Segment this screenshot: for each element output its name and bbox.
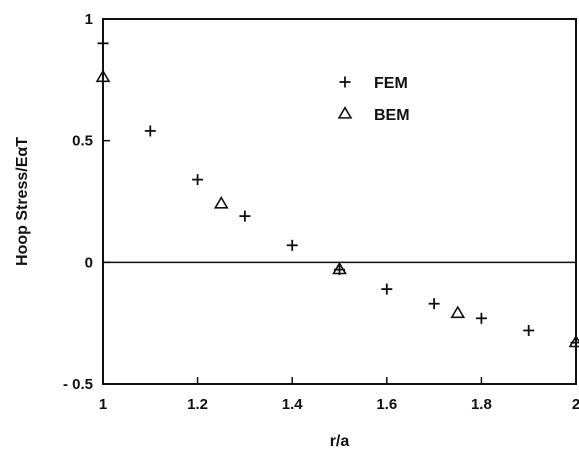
legend: FEM BEM [337,75,410,124]
legend-item-bem: BEM [337,106,410,124]
fem-point [286,239,298,251]
fem-point [144,125,156,137]
legend-fem-marker [339,76,351,88]
x-tick-label: 2 [572,396,579,413]
x-tick-label: 1 [99,396,107,413]
legend-bem-marker [337,106,353,119]
x-tick-label: 1.8 [471,396,492,413]
data-points [95,37,579,349]
x-tick-label: 1.2 [187,396,208,413]
legend-fem-label: FEM [374,75,408,92]
fem-point [475,312,487,324]
bem-point [568,334,579,348]
fem-point [97,37,109,49]
legend-fem-marker-glyph [339,76,351,88]
plot-frame [102,18,577,385]
y-tick-label: 0 [85,254,93,271]
bem-point [95,69,111,83]
x-axis-title: r/a [330,433,350,450]
y-tick-label: 1 [85,11,93,28]
fem-point [428,298,440,310]
fem-point [192,174,204,186]
y-axis-ticks: - 0.5 0 0.5 1 [63,11,110,393]
fem-point [381,283,393,295]
fem-point [239,210,251,222]
y-tick-label: 0.5 [72,133,93,150]
y-tick-label: - 0.5 [63,376,93,393]
legend-item-fem: FEM [339,75,408,92]
bem-point [450,305,466,319]
fem-point [523,324,535,336]
legend-bem-label: BEM [374,107,410,124]
bem-point [332,261,347,275]
legend-bem-marker-glyph [337,106,353,119]
x-axis-ticks: 1 1.2 1.4 1.6 1.8 2 [99,377,579,413]
bem-point [213,196,229,209]
y-axis-title: Hoop Stress/EαT [14,137,31,266]
x-tick-label: 1.6 [376,396,397,413]
x-tick-label: 1.4 [282,396,304,413]
series-bem [95,69,579,348]
